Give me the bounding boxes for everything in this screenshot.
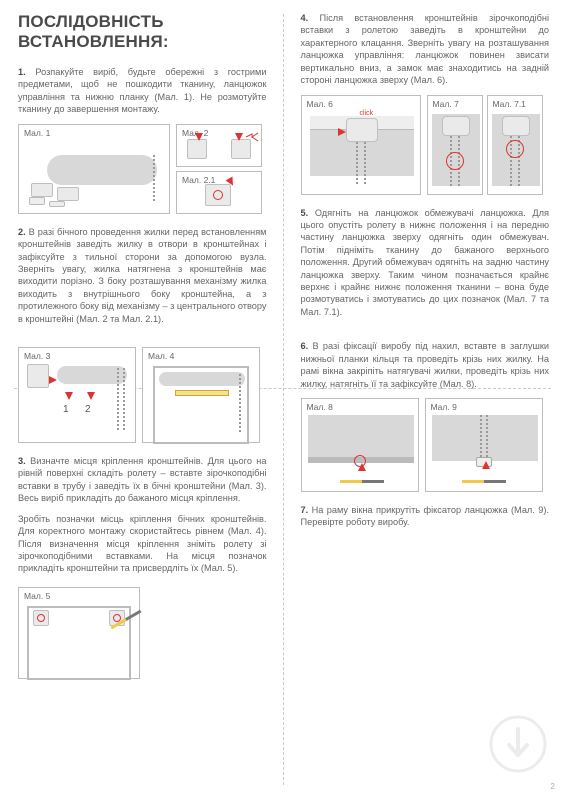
step-3b-body: Зробіть позначки місць кріплення бічних … — [18, 514, 267, 574]
step-7-text: 7. На раму вікна прикрутіть фіксатор лан… — [301, 504, 550, 529]
figure-6: Мал. 6 click — [301, 95, 421, 195]
page-number: 2 — [551, 782, 555, 791]
figure-9-label: Мал. 9 — [431, 402, 457, 412]
step-4-text: 4. Після встановлення кронштейнів зірочк… — [301, 12, 550, 87]
click-label: click — [360, 110, 374, 117]
step-7-body: На раму вікна прикрутіть фіксатор ланцюж… — [301, 505, 550, 527]
step-2-body: В разі бічного проведення жилки перед вс… — [18, 227, 267, 324]
instruction-page: ПОСЛІДОВНІСТЬ ВСТАНОВЛЕННЯ: 1. Розпакуйт… — [0, 0, 565, 799]
figure-4-label: Мал. 4 — [148, 351, 174, 361]
step-6-text: 6. В разі фіксації виробу під нахил, вст… — [301, 340, 550, 390]
figure-8: Мал. 8 — [301, 398, 419, 492]
watermark-icon — [489, 715, 547, 773]
step-3a-text: 3. Визначте місця кріплення кронштейнів.… — [18, 455, 267, 505]
fig-row-4: Мал. 8 Мал. 9 — [301, 398, 550, 492]
step-1-body: Розпакуйте виріб, будьте обережні з гост… — [18, 67, 267, 114]
figure-7-1-label: Мал. 7.1 — [493, 99, 526, 109]
step-4-body: Після встановлення кронштейнів зірочкопо… — [301, 13, 550, 85]
step-5-body: Одягніть на ланцюжок обмежувачі ланцюжка… — [301, 208, 550, 317]
fig-row-3: Мал. 6 click Мал. 7 Ма — [301, 95, 550, 195]
figure-7: Мал. 7 — [427, 95, 483, 195]
fig-row-1: Мал. 1 Мал. 2 Мал. 2.1 — [18, 124, 267, 214]
fig-row-2: Мал. 3 1 2 Мал. 4 — [18, 347, 267, 443]
figure-1-label: Мал. 1 — [24, 128, 50, 138]
step-2-text: 2. В разі бічного проведення жилки перед… — [18, 226, 267, 325]
step-3a-body: Визначте місця кріплення кронштейнів. Дл… — [18, 456, 267, 503]
figure-5: Мал. 5 — [18, 587, 140, 679]
step-5-text: 5. Одягніть на ланцюжок обмежувачі ланцю… — [301, 207, 550, 319]
figure-2-1: Мал. 2.1 — [176, 171, 262, 214]
figure-1: Мал. 1 — [18, 124, 170, 214]
left-column: ПОСЛІДОВНІСТЬ ВСТАНОВЛЕННЯ: 1. Розпакуйт… — [0, 0, 283, 799]
figure-3: Мал. 3 1 2 — [18, 347, 136, 443]
step-6-body: В разі фіксації виробу під нахил, вставт… — [301, 341, 550, 388]
right-column: 4. Після встановлення кронштейнів зірочк… — [283, 0, 565, 799]
figure-7-1: Мал. 7.1 — [487, 95, 543, 195]
figure-6-label: Мал. 6 — [307, 99, 333, 109]
figure-4: Мал. 4 — [142, 347, 260, 443]
figure-9: Мал. 9 — [425, 398, 543, 492]
page-title: ПОСЛІДОВНІСТЬ ВСТАНОВЛЕННЯ: — [18, 12, 267, 52]
figure-5-label: Мал. 5 — [24, 591, 50, 601]
figure-8-label: Мал. 8 — [307, 402, 333, 412]
figure-7-label: Мал. 7 — [433, 99, 459, 109]
step-1-text: 1. Розпакуйте виріб, будьте обережні з г… — [18, 66, 267, 116]
figure-3-label: Мал. 3 — [24, 351, 50, 361]
figure-2: Мал. 2 — [176, 124, 262, 167]
step-3b-text: Зробіть позначки місць кріплення бічних … — [18, 513, 267, 575]
